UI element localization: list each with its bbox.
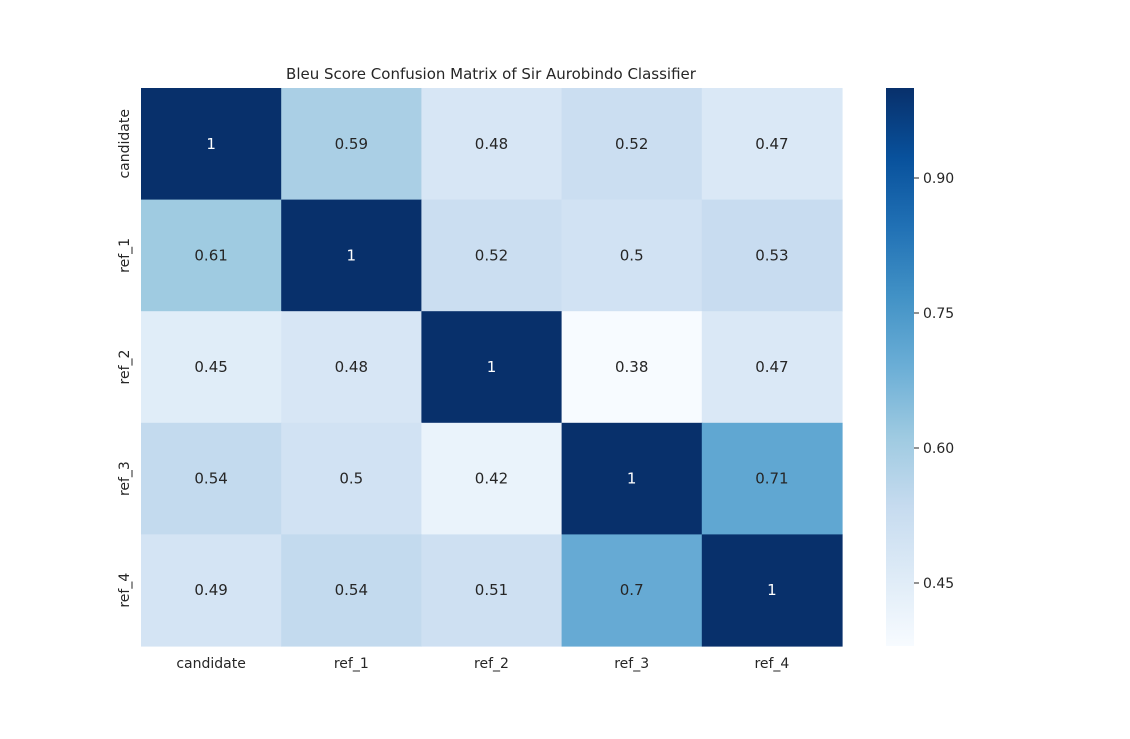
cell-value-label: 0.71 [755,470,788,488]
colorbar-tick-label: 0.60 [923,441,954,457]
heatmap-cell [141,422,282,535]
cell-value-label: 1 [627,470,637,488]
x-tick-label: candidate [176,656,246,672]
colorbar-tick-label: 0.90 [923,171,954,187]
chart-title: Bleu Score Confusion Matrix of Sir Aurob… [286,65,697,83]
heatmap-cell [281,311,422,424]
heatmap-cell [421,199,563,312]
heatmap-cell [141,534,282,647]
cell-value-label: 1 [487,358,497,376]
cell-value-label: 0.5 [620,246,644,264]
y-tick-label: ref_2 [117,350,133,385]
heatmap-cell [281,534,422,647]
cell-value-label: 0.49 [194,581,227,599]
heatmap-cell [421,422,563,535]
heatmap-cell [701,534,843,647]
heatmap-cell [421,311,563,424]
heatmap-cells: 1 0.59 0.48 0.52 0.47 0.61 1 0.52 0.5 0.53 0.45 0.4… [141,88,843,647]
x-axis-ticks: candidate ref_1 ref_2 ref_3 ref_4 [176,656,789,672]
heatmap-cell [561,311,703,424]
cell-value-label: 0.42 [475,470,508,488]
heatmap-cell [561,422,703,535]
heatmap-cell [701,311,843,424]
heatmap-cell [141,199,282,312]
heatmap-cell [421,534,563,647]
cell-value-label: 0.52 [475,246,508,264]
cell-value-label: 0.48 [475,135,508,153]
heatmap-cell [561,199,703,312]
x-tick-label: ref_4 [754,656,789,672]
cell-value-label: 0.48 [335,358,368,376]
cell-value-label: 0.47 [755,358,788,376]
cell-value-label: 0.5 [339,470,363,488]
cell-value-label: 0.54 [335,581,368,599]
heatmap-cell [701,88,843,201]
heatmap-cell [281,88,422,201]
colorbar-gradient [886,88,914,646]
cell-value-label: 0.38 [615,358,648,376]
cell-value-label: 1 [206,135,216,153]
cell-value-label: 0.53 [755,246,788,264]
heatmap-cell [701,199,843,312]
heatmap-cell [141,88,282,201]
heatmap-cell [561,534,703,647]
cell-value-label: 0.7 [620,581,644,599]
colorbar-tick-label: 0.75 [923,306,954,322]
heatmap-cell [141,311,282,424]
heatmap-cell [421,88,563,201]
y-tick-label: candidate [117,109,133,179]
cell-value-label: 0.59 [335,135,368,153]
heatmap-cell [281,199,422,312]
y-axis-ticks: candidate ref_1 ref_2 ref_3 ref_4 [117,109,133,608]
cell-value-label: 1 [347,246,357,264]
heatmap-cell [561,88,703,201]
x-tick-label: ref_1 [334,656,369,672]
cell-value-label: 0.54 [194,470,227,488]
y-tick-label: ref_1 [117,238,133,273]
y-tick-label: ref_3 [117,461,133,496]
colorbar-tick-label: 0.45 [923,576,954,592]
y-tick-label: ref_4 [117,573,133,608]
cell-value-label: 1 [767,581,777,599]
cell-value-label: 0.61 [194,246,227,264]
colorbar: 0.45 0.60 0.75 0.90 [886,88,954,646]
x-tick-label: ref_3 [614,656,649,672]
heatmap-cell [281,422,422,535]
x-tick-label: ref_2 [474,656,509,672]
cell-value-label: 0.45 [194,358,227,376]
heatmap-cell [701,422,843,535]
cell-value-label: 0.52 [615,135,648,153]
cell-value-label: 0.47 [755,135,788,153]
cell-value-label: 0.51 [475,581,508,599]
